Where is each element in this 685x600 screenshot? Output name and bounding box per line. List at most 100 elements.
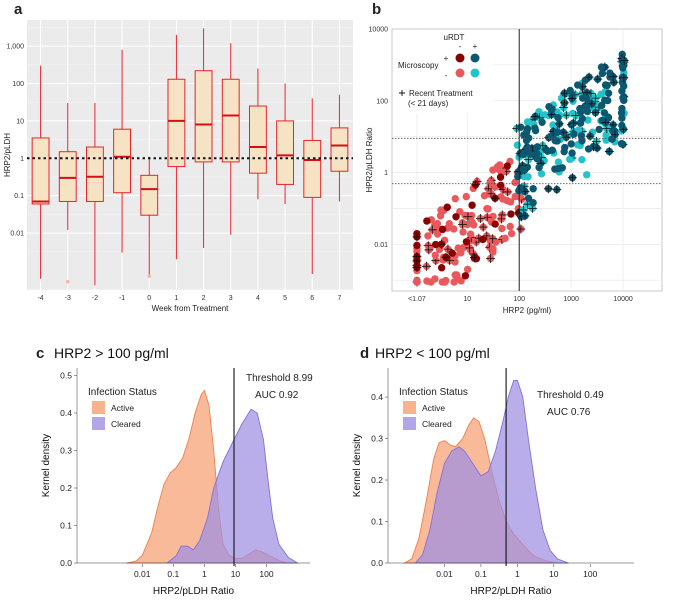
treatment-marker <box>412 256 422 266</box>
scatter-point <box>413 241 421 250</box>
scatter-point <box>511 178 519 187</box>
treatment-marker <box>441 252 451 262</box>
legend-col-plus: + <box>473 42 478 51</box>
scatter-point <box>462 192 470 201</box>
y-axis-title: Kernel density <box>352 434 363 497</box>
scatter-point <box>433 230 442 238</box>
scatter-point <box>413 278 421 286</box>
x-tick-label: 1 <box>515 569 520 579</box>
scatter-point <box>618 87 626 95</box>
scatter-point <box>553 128 562 136</box>
y-tick-label: 0.0 <box>60 558 72 568</box>
legend-swatch <box>455 68 465 78</box>
scatter-point <box>583 107 592 116</box>
x-tick-label: 0.1 <box>475 569 487 579</box>
treatment-marker <box>592 143 602 153</box>
scatter-point <box>423 217 431 225</box>
legend-swatch-active <box>92 401 105 414</box>
x-tick-label: 1000 <box>563 296 579 303</box>
scatter-point <box>438 225 447 234</box>
scatter-point <box>437 264 446 272</box>
legend-swatch <box>470 53 480 63</box>
x-tick-label: 10 <box>231 569 241 579</box>
box <box>330 127 349 172</box>
scatter-point <box>535 108 543 116</box>
scatter-point <box>584 145 593 153</box>
scatter-point <box>423 277 431 285</box>
x-tick-label: <1.07 <box>408 296 426 303</box>
treatment-marker <box>567 93 577 103</box>
y-tick-label: 0.01 <box>10 231 24 238</box>
treatment-marker <box>423 241 433 251</box>
legend-swatch <box>470 68 480 78</box>
treatment-marker <box>618 124 628 134</box>
legend-label-active: Active <box>111 403 134 413</box>
scatter-point <box>548 146 556 154</box>
scatter-point <box>577 108 585 116</box>
y-tick-label: 0.01 <box>374 242 388 249</box>
scatter-point <box>549 121 557 129</box>
scatter-point <box>583 95 591 103</box>
treatment-marker <box>619 56 629 66</box>
x-tick-label: 2 <box>202 295 206 302</box>
x-tick-label: 1 <box>202 569 207 579</box>
scatter-point <box>501 234 509 243</box>
scatter-point <box>413 247 421 256</box>
treatment-marker <box>604 146 614 156</box>
scatter-point <box>583 171 591 179</box>
panel-c-title: HRP2 > 100 pg/ml <box>54 345 169 361</box>
x-axis-title: Week from Treatment <box>152 304 230 313</box>
y-axis-title: Kernel density <box>41 434 52 497</box>
legend-col-minus: - <box>459 42 462 51</box>
scatter-point <box>524 173 532 181</box>
scatter-point <box>480 191 489 200</box>
treatment-marker <box>478 222 488 232</box>
scatter-point <box>561 143 569 152</box>
treatment-marker <box>457 220 467 230</box>
scatter-point <box>558 164 566 172</box>
treatment-marker <box>560 88 570 98</box>
scatter-point <box>584 116 592 124</box>
scatter-point <box>537 170 546 178</box>
treatment-marker <box>443 244 453 254</box>
panel-letter-c: c <box>36 345 44 362</box>
legend-cross <box>399 90 405 96</box>
x-tick-label: 0.01 <box>436 569 453 579</box>
y-tick-label: 0.4 <box>371 392 383 402</box>
scatter-point <box>470 221 478 229</box>
scatter-point <box>600 109 609 117</box>
treatment-marker <box>488 234 498 244</box>
treatment-marker <box>482 212 492 222</box>
treatment-marker <box>559 98 569 108</box>
scatter-point <box>618 104 626 113</box>
legend-swatch-cleared <box>92 417 105 430</box>
legend-title: Infection Status <box>399 387 468 398</box>
treatment-marker <box>610 130 620 140</box>
treatment-marker <box>543 184 553 194</box>
box <box>303 139 322 198</box>
scatter-point <box>456 207 464 216</box>
scatter-point <box>479 235 487 244</box>
scatter-point <box>431 240 440 249</box>
panel-letter-d: d <box>360 345 369 362</box>
legend-treatment-note: (< 21 days) <box>408 99 449 108</box>
legend-row-minus: - <box>445 71 448 80</box>
scatter-point <box>603 81 611 90</box>
scatter-point <box>554 114 562 122</box>
scatter-point <box>538 118 546 126</box>
scatter-point <box>443 203 451 211</box>
y-tick-label: 0.2 <box>60 483 72 493</box>
treatment-marker <box>567 173 577 183</box>
x-tick-label: -3 <box>65 295 71 302</box>
x-axis-title: HRP2/pLDH Ratio <box>153 586 235 597</box>
treatment-marker <box>552 185 562 195</box>
box <box>140 174 159 216</box>
y-tick-label: 100 <box>12 81 24 88</box>
treatment-marker <box>422 261 432 271</box>
y-axis-title: HPR2/pLDH Ratio <box>365 127 374 192</box>
scatter-point <box>604 89 613 97</box>
legend-swatch-cleared <box>403 417 416 430</box>
scatter-point <box>497 193 505 201</box>
